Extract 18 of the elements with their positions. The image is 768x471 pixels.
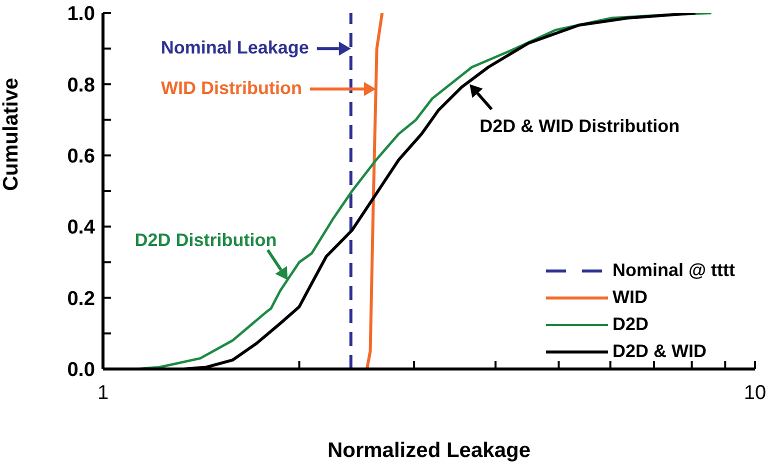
legend-label: D2D [612, 314, 648, 335]
y-tick-label: 0.4 [67, 216, 96, 239]
x-tick-label: 10 [744, 382, 766, 404]
y-tick-label: 1.0 [67, 3, 95, 26]
y-tick-label: 0.6 [67, 146, 95, 168]
x-tick-label: 1 [97, 382, 109, 404]
x-axis-title: Normalized Leakage [327, 439, 531, 462]
y-tick-label: 0.8 [67, 74, 95, 96]
y-tick-label: 0.2 [67, 288, 95, 310]
annotation: Nominal Leakage [160, 38, 309, 58]
annotation: D2D Distribution [134, 230, 277, 250]
legend-label: WID [612, 287, 648, 308]
annotation: WID Distribution [161, 78, 302, 98]
y-tick-label: 0.0 [67, 359, 95, 382]
y-axis-title: Cumulative [0, 78, 22, 191]
legend-label: Nominal @ tttt [612, 260, 735, 281]
legend-label: D2D & WID [612, 341, 706, 362]
annotation: D2D & WID Distribution [480, 116, 680, 136]
